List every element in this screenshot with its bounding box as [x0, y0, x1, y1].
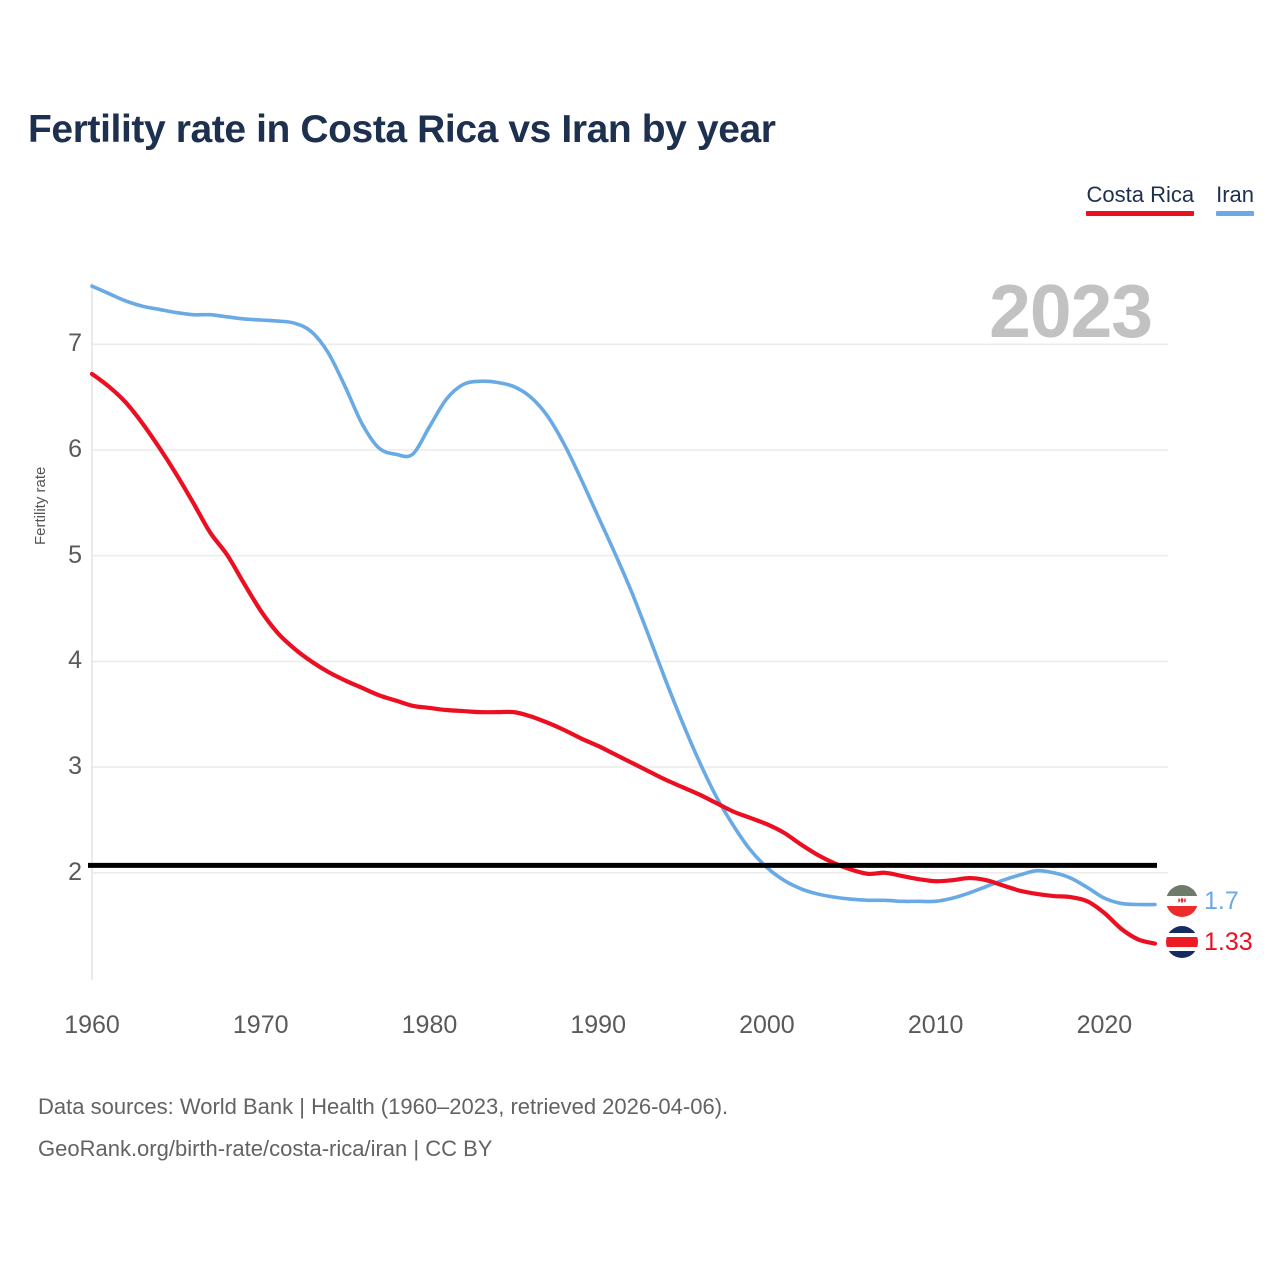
year-watermark: 2023 — [989, 269, 1153, 353]
y-axis-tick-label: 7 — [68, 329, 82, 358]
x-axis-tick-label: 1970 — [232, 1011, 289, 1039]
y-axis-tick-label: 6 — [68, 435, 82, 463]
end-value-label-iran: 1.7 — [1204, 887, 1239, 915]
legend-label-costa-rica: Costa Rica — [1086, 182, 1195, 207]
y-axis-tick-label: 5 — [68, 540, 82, 569]
legend-item-costa-rica[interactable]: Costa Rica — [1086, 182, 1195, 216]
footer-line-1: Data sources: World Bank | Health (1960–… — [38, 1094, 729, 1119]
x-axis-tick-label: 2020 — [1076, 1011, 1133, 1039]
footer-line-2: GeoRank.org/birth-rate/costa-rica/iran |… — [38, 1136, 493, 1161]
footer-credits: Data sources: World Bank | Health (1960–… — [38, 1086, 728, 1170]
legend-color-swatch-iran — [1216, 211, 1254, 216]
iran-flag-icon — [1166, 885, 1198, 917]
x-axis-tick-label: 1990 — [570, 1011, 626, 1039]
page-title: Fertility rate in Costa Rica vs Iran by … — [28, 108, 776, 151]
x-axis-tick-label: 1980 — [401, 1011, 458, 1039]
x-axis-tick-label: 2000 — [739, 1011, 795, 1039]
legend-color-swatch-costa-rica — [1086, 211, 1195, 216]
series-line-iran — [90, 284, 1157, 907]
x-axis-tick-label: 1960 — [64, 1011, 120, 1039]
x-axis-tick-label: 2010 — [907, 1011, 964, 1039]
chart-legend: Costa Rica Iran — [1086, 182, 1254, 216]
costa-rica-flag-icon — [1166, 926, 1198, 958]
y-axis-tick-label: 4 — [68, 646, 82, 675]
y-axis-tick-label: 3 — [68, 752, 82, 781]
y-axis-tick-label: 2 — [68, 857, 82, 886]
legend-item-iran[interactable]: Iran — [1216, 182, 1254, 216]
legend-label-iran: Iran — [1216, 182, 1254, 207]
series-line-costa-rica — [89, 371, 1158, 946]
end-value-label-costa-rica: 1.33 — [1204, 928, 1253, 956]
